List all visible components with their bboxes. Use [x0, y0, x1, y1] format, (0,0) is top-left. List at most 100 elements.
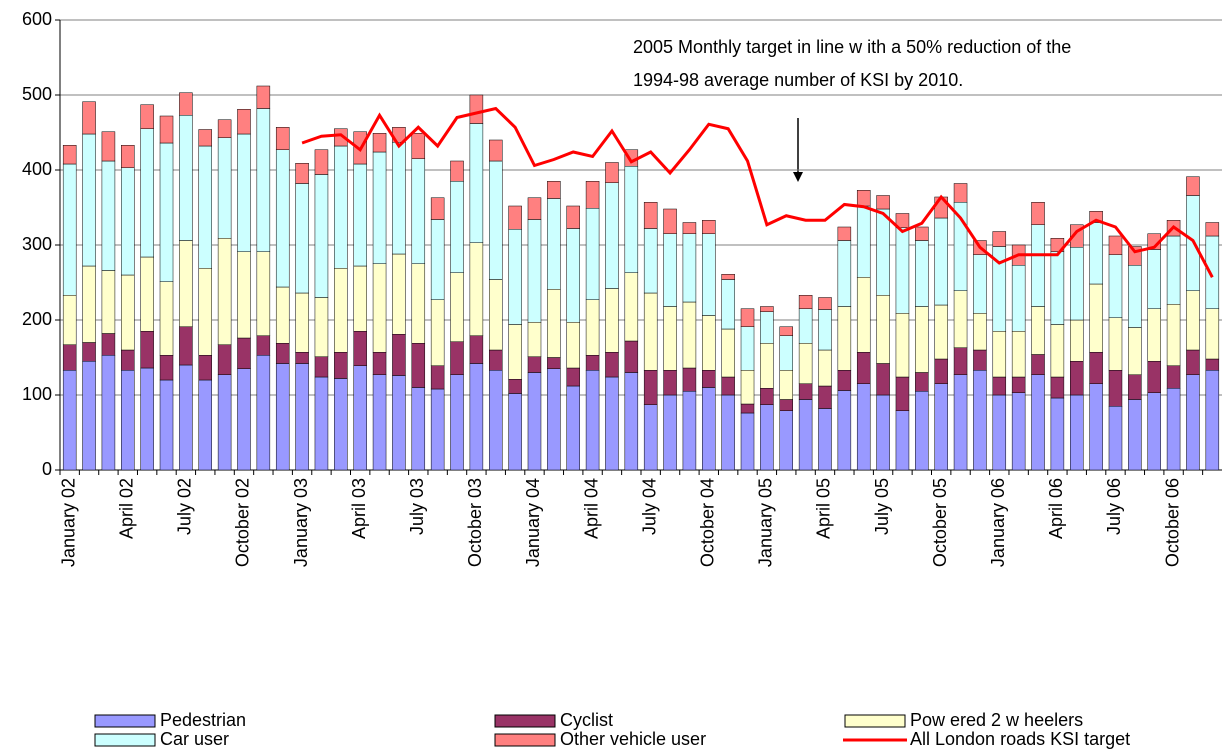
bar-segment	[1205, 235, 1220, 309]
bar-segment	[1050, 251, 1065, 325]
bar-segment	[295, 163, 309, 184]
bar-segment	[314, 174, 329, 298]
bar-segment	[643, 292, 658, 371]
x-tick-label: October 03	[465, 478, 485, 567]
bar-segment	[314, 149, 329, 175]
bar-segment	[489, 279, 503, 351]
bar-segment	[895, 313, 910, 378]
bar-segment	[566, 367, 580, 387]
bar-segment	[469, 123, 484, 243]
bar-segment	[314, 376, 329, 471]
bar-segment	[1128, 327, 1142, 375]
y-tick-label: 0	[42, 459, 52, 479]
bar-segment	[411, 387, 426, 471]
bar-segment	[992, 331, 1007, 378]
bar-segment	[953, 347, 968, 375]
bar-segment	[217, 119, 232, 138]
bar-segment	[527, 219, 542, 323]
bar-segment	[798, 295, 813, 309]
bar-segment	[663, 370, 677, 396]
bar-segment	[856, 277, 871, 353]
bar-segment	[992, 376, 1007, 396]
bar-segment	[953, 290, 968, 348]
bar-segment	[1186, 349, 1200, 375]
bar-segment	[856, 352, 871, 384]
y-tick-label: 600	[22, 9, 52, 29]
bar-segment	[121, 145, 135, 168]
bar-segment	[953, 374, 968, 471]
bar-segment	[295, 292, 309, 353]
bar-segment	[217, 344, 232, 375]
bar-segment	[818, 385, 832, 409]
bar-segment	[721, 328, 735, 378]
bar-segment	[605, 182, 619, 289]
bar-segment	[605, 376, 619, 471]
bar-segment	[450, 341, 464, 375]
bar-segment	[508, 379, 522, 394]
bar-segment	[915, 391, 929, 471]
bar-segment	[779, 370, 793, 400]
legend-label: Cyclist	[560, 710, 613, 730]
bar-segment	[101, 160, 116, 271]
bar-segment	[915, 240, 929, 307]
bar-segment	[353, 331, 367, 366]
bar-segment	[973, 254, 987, 314]
bar-segment	[334, 352, 348, 379]
bar-segment	[140, 104, 154, 129]
bar-segment	[643, 202, 658, 229]
x-tick-label: July 05	[872, 478, 892, 535]
bar-segment	[527, 356, 542, 373]
bar-segment	[740, 403, 755, 414]
bar-segment	[702, 233, 716, 316]
bar-segment	[140, 256, 154, 332]
bar-segment	[566, 322, 580, 369]
bar-segment	[585, 208, 600, 300]
bar-segment	[508, 393, 522, 471]
bar-segment	[1089, 352, 1103, 384]
target-line	[301, 106, 1214, 278]
bar-segment	[140, 331, 154, 369]
bar-segment	[62, 370, 77, 471]
bar-segment	[179, 115, 193, 241]
bar-segment	[121, 274, 135, 351]
bar-segment	[643, 228, 658, 294]
bar-segment	[740, 370, 755, 405]
x-tick-label: January 04	[523, 478, 543, 567]
bar-segment	[256, 335, 271, 356]
bar-segment	[62, 295, 77, 345]
bar-segment	[237, 251, 251, 339]
bar-segment	[566, 205, 580, 229]
x-tick-label: July 03	[407, 478, 427, 535]
bar-segment	[1089, 211, 1103, 223]
bar-segment	[334, 268, 348, 353]
bar-segment	[1108, 235, 1123, 255]
arrow-head	[793, 172, 803, 182]
bar-segment	[275, 286, 290, 344]
bar-segment	[179, 364, 193, 471]
bar-segment	[217, 137, 232, 239]
bar-segment	[643, 404, 658, 471]
bar-segment	[411, 263, 426, 344]
bar-segment	[159, 379, 174, 471]
bar-segment	[430, 299, 445, 366]
bar-segment	[566, 228, 580, 323]
bar-segment	[934, 217, 948, 306]
bar-segment	[760, 343, 774, 389]
bar-segment	[1070, 394, 1084, 471]
bar-segment	[643, 370, 658, 405]
bar-segment	[1166, 304, 1181, 366]
bar-segment	[876, 295, 890, 364]
bar-segment	[121, 167, 135, 276]
bar-segment	[1108, 406, 1123, 471]
bar-segment	[876, 195, 890, 210]
bar-segment	[1147, 308, 1161, 362]
bar-segment	[585, 181, 600, 209]
bar-segment	[275, 149, 290, 288]
y-tick-label: 300	[22, 234, 52, 254]
x-tick-label: January 06	[988, 478, 1008, 567]
bar-segment	[818, 309, 832, 351]
bar-segment	[159, 115, 174, 144]
bar-segment	[1147, 361, 1161, 393]
bar-segment	[798, 383, 813, 400]
